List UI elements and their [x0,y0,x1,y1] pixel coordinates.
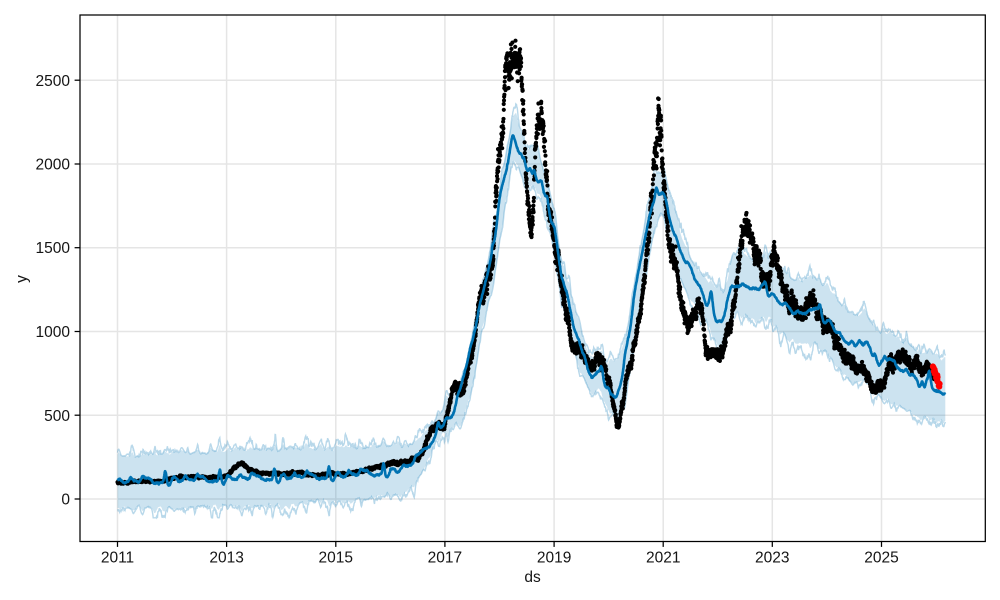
svg-text:2023: 2023 [755,550,789,567]
svg-text:2011: 2011 [101,550,134,567]
svg-text:1000: 1000 [36,324,71,341]
svg-text:2017: 2017 [428,550,462,567]
svg-text:2000: 2000 [36,157,71,174]
svg-text:2025: 2025 [864,550,898,567]
svg-text:ds: ds [524,569,541,586]
svg-text:1500: 1500 [36,240,71,257]
svg-text:2015: 2015 [319,550,353,567]
svg-text:0: 0 [61,492,70,509]
svg-text:y: y [14,275,31,283]
svg-text:2013: 2013 [209,550,243,567]
svg-text:500: 500 [44,408,70,425]
svg-text:2500: 2500 [36,73,71,90]
svg-text:2021: 2021 [646,550,680,567]
svg-text:2019: 2019 [537,550,571,567]
